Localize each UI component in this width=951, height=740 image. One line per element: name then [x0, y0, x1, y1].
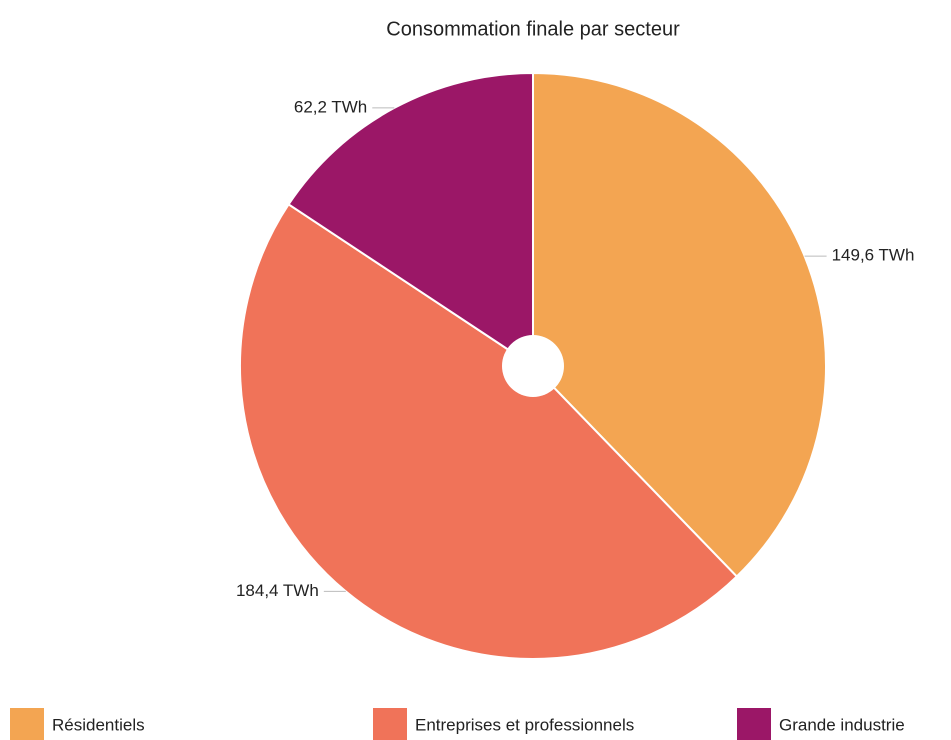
legend-label: Résidentiels — [52, 715, 145, 734]
donut-hole — [502, 335, 564, 397]
data-label: 149,6 TWh — [832, 246, 915, 265]
legend-label: Grande industrie — [779, 715, 905, 734]
legend-label: Entreprises et professionnels — [415, 715, 634, 734]
data-label: 184,4 TWh — [236, 581, 319, 600]
chart-title: Consommation finale par secteur — [386, 18, 680, 40]
data-label: 62,2 TWh — [294, 97, 367, 116]
legend-swatch — [737, 708, 771, 740]
legend-swatch — [10, 708, 44, 740]
pie-slice — [287, 71, 534, 368]
pie-slice — [532, 71, 827, 578]
pie-slice — [239, 202, 739, 660]
legend-swatch — [373, 708, 407, 740]
